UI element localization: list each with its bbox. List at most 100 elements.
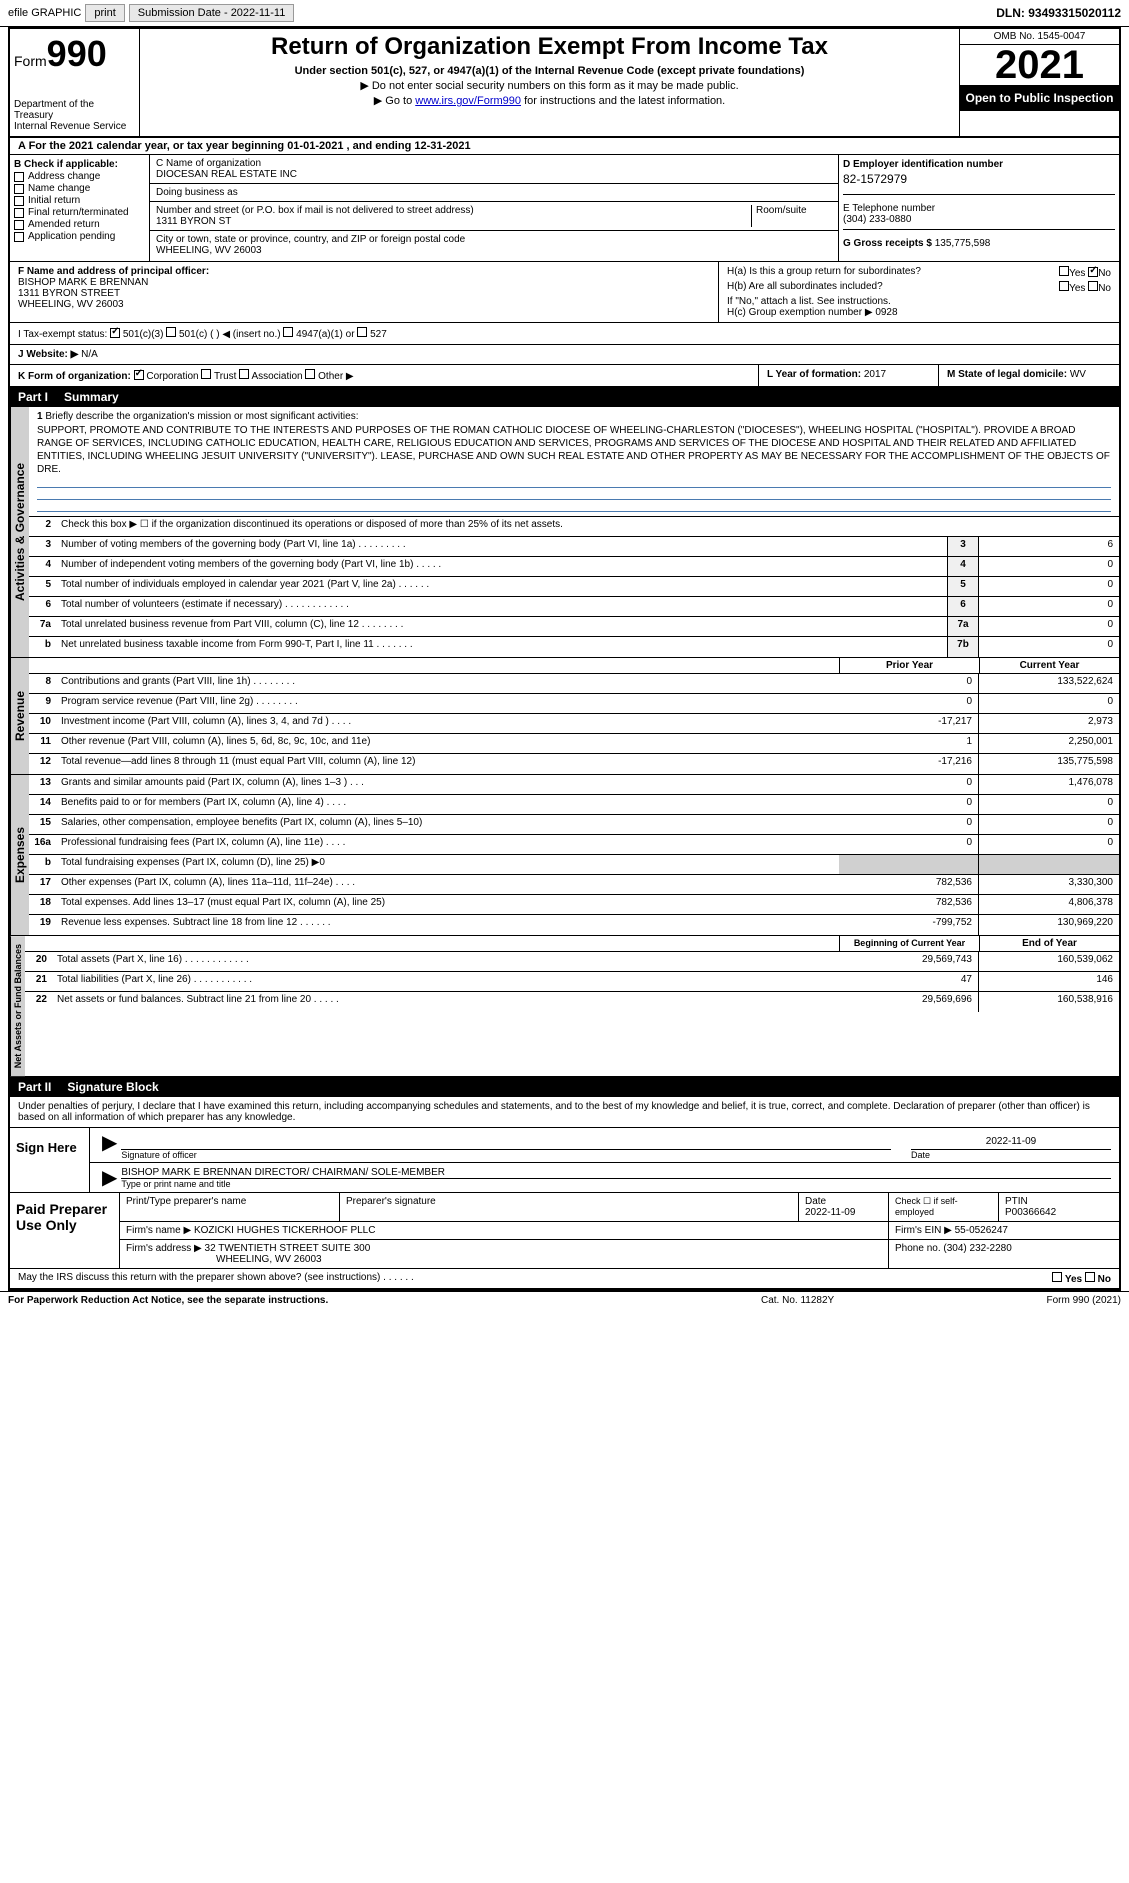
submission-date-button[interactable]: Submission Date - 2022-11-11 (129, 4, 295, 22)
header-right: OMB No. 1545-0047 2021 Open to Public In… (959, 29, 1119, 136)
cb-label-5: Application pending (28, 231, 115, 242)
end-year-header: End of Year (979, 936, 1119, 951)
mission-text: SUPPORT, PROMOTE AND CONTRIBUTE TO THE I… (37, 424, 1111, 476)
line-text: Contributions and grants (Part VIII, lin… (57, 674, 839, 693)
room-label: Room/suite (752, 205, 832, 227)
line-box: 5 (947, 577, 979, 596)
website-label: J Website: ▶ (18, 349, 78, 360)
line-num: 17 (29, 875, 57, 894)
line-text: Total number of volunteers (estimate if … (57, 597, 947, 616)
line-num: 22 (25, 992, 53, 1012)
sig-officer-label: Signature of officer (121, 1150, 891, 1160)
cb-address-change[interactable] (14, 172, 24, 182)
line-text: Total revenue—add lines 8 through 11 (mu… (57, 754, 839, 774)
cb-hb-no[interactable] (1088, 281, 1098, 291)
section-fh-row: F Name and address of principal officer:… (10, 262, 1119, 323)
sig-date-value: 2022-11-09 (911, 1130, 1111, 1150)
cb-label-3: Final return/terminated (28, 207, 129, 218)
cb-assoc[interactable] (239, 369, 249, 379)
print-button[interactable]: print (85, 4, 124, 22)
side-expenses: Expenses (10, 775, 29, 935)
cb-discuss-no[interactable] (1085, 1272, 1095, 1282)
cb-other[interactable] (305, 369, 315, 379)
line-num: 19 (29, 915, 57, 935)
prior-value (839, 855, 979, 874)
cb-hb-yes[interactable] (1059, 281, 1069, 291)
cb-ha-no[interactable] (1088, 267, 1098, 277)
cb-trust[interactable] (201, 369, 211, 379)
section-d: D Employer identification number 82-1572… (839, 155, 1119, 261)
form-title: Return of Organization Exempt From Incom… (144, 33, 955, 61)
line-box: 7b (947, 637, 979, 657)
cb-app-pending[interactable] (14, 232, 24, 242)
note2-pre: ▶ Go to (374, 95, 415, 107)
section-a-text: A For the 2021 calendar year, or tax yea… (18, 140, 471, 152)
part1-num: Part I (18, 390, 48, 404)
preparer-label: Paid Preparer Use Only (10, 1193, 120, 1268)
current-value (979, 855, 1119, 874)
cb-501c3[interactable] (110, 328, 120, 338)
prior-value: 29,569,696 (839, 992, 979, 1012)
line-num: 21 (25, 972, 53, 991)
form-number: Form990 (14, 33, 135, 75)
ptin-value: P00366642 (1005, 1207, 1056, 1218)
line-num: 13 (29, 775, 57, 794)
table-row: 16a Professional fundraising fees (Part … (29, 835, 1119, 855)
part2-title: Signature Block (67, 1080, 158, 1094)
cb-501c[interactable] (166, 327, 176, 337)
year-form-label: L Year of formation: (767, 369, 861, 380)
irs-link[interactable]: www.irs.gov/Form990 (415, 95, 521, 107)
current-value: 160,538,916 (979, 992, 1119, 1012)
table-row: 19 Revenue less expenses. Subtract line … (29, 915, 1119, 935)
cb-corp[interactable] (134, 370, 144, 380)
gross-value: 135,775,598 (935, 238, 991, 249)
table-row: 12 Total revenue—add lines 8 through 11 … (29, 754, 1119, 774)
cb-527[interactable] (357, 327, 367, 337)
table-row: 9 Program service revenue (Part VIII, li… (29, 694, 1119, 714)
line-box: 3 (947, 537, 979, 556)
line-box: 7a (947, 617, 979, 636)
cb-final-return[interactable] (14, 208, 24, 218)
cb-initial-return[interactable] (14, 196, 24, 206)
cb-name-change[interactable] (14, 184, 24, 194)
line-text: Total number of individuals employed in … (57, 577, 947, 596)
org-name: DIOCESAN REAL ESTATE INC (156, 169, 832, 180)
preparer-section: Paid Preparer Use Only Print/Type prepar… (10, 1193, 1119, 1269)
prep-sig-label: Preparer's signature (340, 1193, 799, 1221)
line-num: 10 (29, 714, 57, 733)
prior-value: 0 (839, 694, 979, 713)
opt-trust: Trust (214, 371, 236, 382)
form-subtitle: Under section 501(c), 527, or 4947(a)(1)… (144, 65, 955, 77)
line-num: 5 (29, 577, 57, 596)
table-row: 10 Investment income (Part VIII, column … (29, 714, 1119, 734)
line-value: 0 (979, 637, 1119, 657)
cb-label-4: Amended return (28, 219, 100, 230)
cb-ha-yes[interactable] (1059, 266, 1069, 276)
table-row: 20 Total assets (Part X, line 16) . . . … (25, 952, 1119, 972)
prior-year-header: Prior Year (839, 658, 979, 673)
line-value: 0 (979, 557, 1119, 576)
cb-label-1: Name change (28, 183, 90, 194)
line-num: 3 (29, 537, 57, 556)
form-note1: ▶ Do not enter social security numbers o… (144, 79, 955, 92)
cb-label-2: Initial return (28, 195, 80, 206)
website-value: N/A (81, 349, 98, 360)
form-header: Form990 Department of the Treasury Inter… (10, 29, 1119, 138)
opt-assoc: Association (251, 371, 302, 382)
mission-num: 1 (37, 411, 43, 422)
cb-amended[interactable] (14, 220, 24, 230)
officer-name: BISHOP MARK E BRENNAN (18, 277, 148, 288)
cb-4947[interactable] (283, 327, 293, 337)
section-bcd: B Check if applicable: Address change Na… (10, 155, 1119, 262)
gov-line: 3 Number of voting members of the govern… (29, 537, 1119, 557)
prior-value: 0 (839, 775, 979, 794)
ein-label: D Employer identification number (843, 159, 1003, 170)
line-num: 14 (29, 795, 57, 814)
cb-discuss-yes[interactable] (1052, 1272, 1062, 1282)
line-num: 18 (29, 895, 57, 914)
part2-num: Part II (18, 1080, 51, 1094)
current-value: 133,522,624 (979, 674, 1119, 693)
rev-col-header: Prior Year Current Year (29, 658, 1119, 674)
current-value: 3,330,300 (979, 875, 1119, 894)
current-value: 160,539,062 (979, 952, 1119, 971)
